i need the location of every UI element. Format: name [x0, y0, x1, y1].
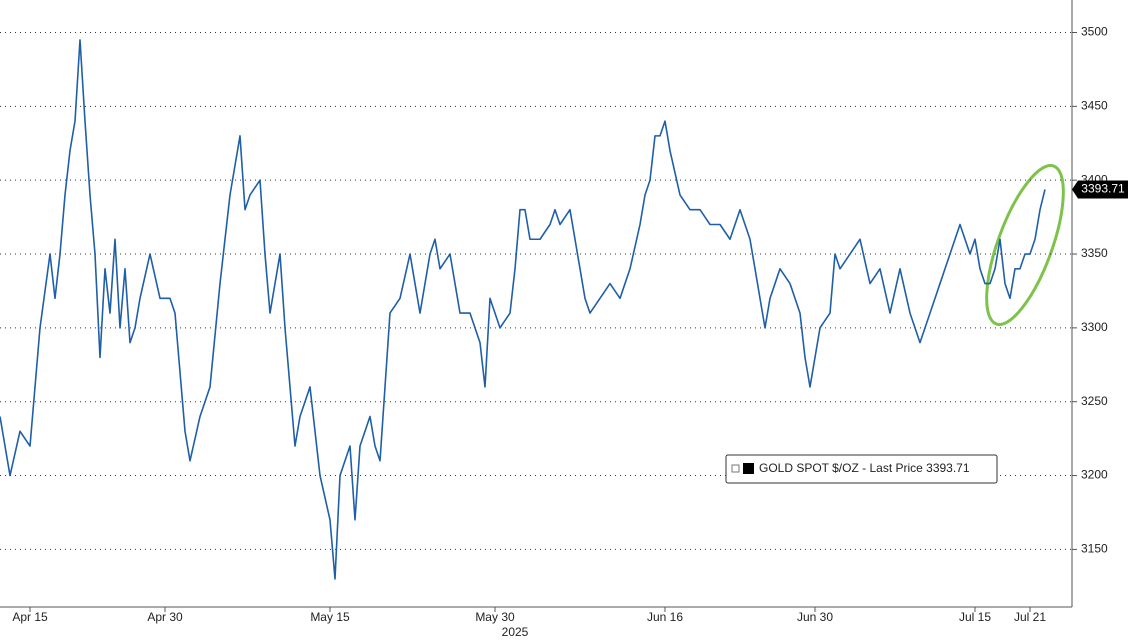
x-tick-label: Jul 15 [959, 610, 991, 624]
x-tick-label: Apr 30 [147, 610, 183, 624]
y-tick-label: 3250 [1081, 394, 1108, 408]
price-line [0, 39, 1046, 580]
last-price-tag-box [1072, 180, 1128, 199]
x-tick-label: Apr 15 [12, 610, 48, 624]
y-tick-label: 3150 [1081, 542, 1108, 556]
y-tick-label: 3300 [1081, 320, 1108, 334]
y-tick-label: 3200 [1081, 468, 1108, 482]
y-tick-label: 3350 [1081, 246, 1108, 260]
legend: GOLD SPOT $/OZ - Last Price 3393.71 [725, 454, 998, 484]
y-tick-label: 3450 [1081, 99, 1108, 113]
x-axis-label: 2025 [502, 625, 529, 639]
x-tick-label: May 15 [310, 610, 350, 624]
legend-toggle [731, 464, 740, 473]
last-price-tag: 3393.71 [1072, 180, 1128, 199]
legend-box [725, 454, 998, 484]
x-tick-label: Jul 21 [1014, 610, 1046, 624]
y-tick-label: 3500 [1081, 25, 1108, 39]
legend-label: GOLD SPOT $/OZ - Last Price 3393.71 [759, 461, 970, 475]
x-tick-label: May 30 [475, 610, 515, 624]
x-tick-label: Jun 16 [647, 610, 683, 624]
x-tick-label: Jun 30 [797, 610, 833, 624]
legend-swatch [743, 463, 754, 474]
last-price-tag-label: 3393.71 [1081, 182, 1125, 196]
